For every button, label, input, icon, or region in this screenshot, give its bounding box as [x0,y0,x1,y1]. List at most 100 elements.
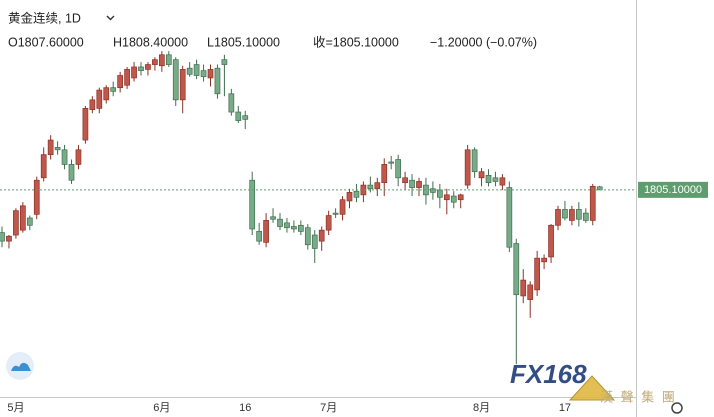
candle-body [96,89,103,109]
ohlc-value: L1805.10000 [207,35,280,49]
candle-body [562,209,568,219]
x-tick-label: 16 [239,402,251,414]
candle-body [235,111,242,121]
candle-body [242,115,249,120]
candle-body [270,216,276,220]
candle-body [152,59,158,65]
ohlc-value: −1.20000 (−0.07%) [430,35,537,49]
candle-body [13,210,19,236]
candle-body [228,93,235,113]
candle-body [304,227,311,246]
candle-body [165,54,172,65]
candle-body [513,243,520,296]
gear [671,402,683,414]
candle-body [395,159,401,179]
candle-body [457,194,464,201]
candle-body [61,149,68,165]
candle-body [569,209,575,221]
candle-body [388,161,395,164]
candle-body [409,179,415,188]
last-price-label: 1805.10000 [644,184,702,196]
watermark: FX168 漢 聲 集 團 [510,359,675,405]
candle-body [263,220,269,243]
candle-body [381,164,388,184]
candle-body [485,175,492,184]
watermark-brand: FX168 [510,359,587,389]
candle-body [214,67,221,95]
candle-body [298,224,304,232]
candle-body [534,257,541,291]
candle-body [527,284,534,300]
candle-body [54,147,61,151]
candle-body [332,212,339,215]
last-price-tag [638,181,708,198]
candle-body [478,171,485,179]
candle-body [582,212,589,221]
candle-body [256,231,262,242]
candle-body [110,87,117,92]
candle-body [33,179,40,215]
candle-body [249,179,256,230]
candle-body [277,218,283,227]
candle-body [0,232,5,242]
chart-title: 黄金连续, 1D [8,10,81,25]
candle-body [117,75,124,89]
candle-body [221,59,228,65]
candle-body [159,54,165,67]
candle-body [89,99,96,110]
candle-body [145,64,151,70]
candle-body [506,187,513,248]
candle-body [596,186,603,191]
settings-icon[interactable] [671,402,683,414]
x-tick-label: 8月 [473,402,490,414]
candle-body [430,188,436,193]
ohlc-value: O1807.60000 [8,35,84,49]
candle-body [131,66,137,79]
candle-body [75,149,82,165]
candle-body [555,209,561,226]
candle-body [47,139,54,156]
candle-body [450,195,457,203]
candle-body [492,177,499,182]
watermark-diamond [568,375,616,401]
candle-body [311,234,318,249]
candle-body [499,177,506,186]
candle-body [193,64,200,76]
candles [0,51,603,365]
x-tick-label: 7月 [320,402,337,414]
candle-body [464,149,471,186]
candle-body [346,192,353,202]
candle-body [367,184,374,190]
logo-cloud [11,362,31,371]
candle-body [68,164,75,181]
candle-body [172,59,179,101]
candle-body [325,215,332,231]
candle-body [548,224,554,258]
candle-body [443,194,450,201]
candle-body [437,189,443,198]
candle-body [207,69,214,79]
candle-body [40,154,47,179]
candle-body [589,185,596,221]
candle-body [124,69,130,86]
candle-body [318,229,325,242]
candle-body [353,190,360,198]
candle-body [471,149,478,173]
candle-body [520,279,527,297]
candle-body [575,209,582,220]
candle-body [20,205,26,231]
candle-body [103,87,110,101]
tv-logo[interactable] [6,352,34,380]
candle-body [82,108,89,141]
interval-chevron[interactable] [106,15,115,21]
candle-body [26,217,33,226]
candle-body [374,182,381,190]
ohlc-value: 收=1805.10000 [313,35,399,49]
candle-body [200,70,207,78]
x-tick-label: 17 [559,402,571,414]
candle-body [138,66,144,71]
ohlc-legend: O1807.60000 H1808.40000 L1805.10000 收=1805.… [8,35,537,49]
candle-body [402,177,408,184]
x-tick-label: 6月 [153,402,170,414]
candle-body [291,226,297,230]
